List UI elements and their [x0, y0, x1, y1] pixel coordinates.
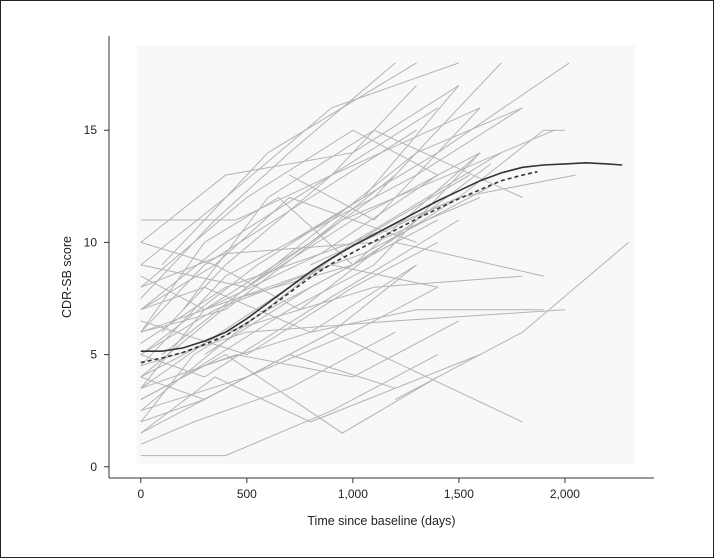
trajectory-line-19	[140, 264, 417, 333]
trajectory-line-50	[140, 185, 491, 378]
trajectory-line-43	[161, 62, 417, 266]
trajectory-line-22	[140, 129, 438, 288]
fitted-curve-dashed	[140, 170, 538, 364]
trajectory-line-39	[161, 107, 523, 355]
trajectory-line-40	[182, 152, 481, 378]
trajectory-line-31	[140, 196, 460, 333]
trajectory-line-17	[140, 241, 438, 356]
trajectory-line-1	[140, 354, 438, 457]
trajectory-line-5	[140, 286, 438, 412]
x-axis-title: Time since baseline (days)	[307, 514, 455, 528]
x-tick-label: 500	[237, 487, 257, 501]
trajectory-line-44	[395, 242, 629, 400]
trajectory-line-46	[289, 107, 481, 221]
y-tick-label: 5	[90, 348, 97, 362]
trajectory-line-25	[140, 152, 481, 288]
trajectory-line-47	[182, 129, 523, 311]
trajectory-line-11	[140, 309, 565, 367]
trajectory-line-27	[140, 84, 460, 243]
x-tick-label: 1,500	[444, 487, 474, 501]
y-tick-label: 10	[84, 235, 98, 249]
trajectory-line-24	[140, 62, 460, 266]
x-tick-label: 1,000	[338, 487, 368, 501]
trajectory-line-37	[140, 264, 417, 434]
trajectory-line-36	[140, 163, 492, 311]
trajectory-line-34	[140, 85, 460, 355]
trajectory-line-18	[140, 107, 481, 311]
trajectory-line-49	[204, 241, 544, 356]
trajectory-line-30	[140, 152, 502, 412]
fitted-curve-solid	[140, 161, 623, 353]
y-axis-title: CDR-SB score	[60, 236, 74, 318]
trajectory-line-2	[140, 331, 396, 445]
y-tick-label: 15	[84, 123, 98, 137]
y-tick-label: 0	[90, 460, 97, 474]
x-tick-label: 0	[137, 487, 144, 501]
x-tick-label: 2,000	[550, 487, 580, 501]
trajectory-line-48	[161, 85, 417, 333]
trajectory-line-26	[140, 196, 417, 266]
trajectory-line-28	[140, 107, 438, 221]
plot-panel	[136, 44, 635, 465]
trajectory-line-41	[246, 62, 502, 288]
trajectory-line-45	[310, 129, 565, 266]
